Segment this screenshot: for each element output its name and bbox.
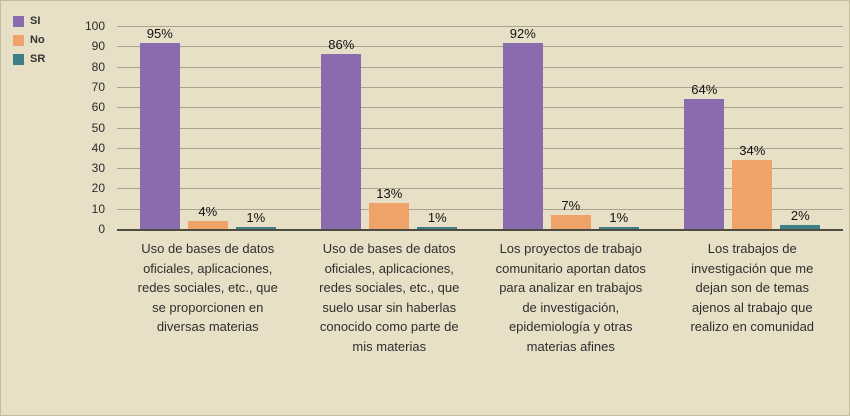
bar-sr bbox=[780, 224, 821, 229]
y-tick-label: 20 bbox=[91, 181, 105, 196]
category-label: Uso de bases de datos oficiales, aplicac… bbox=[137, 241, 278, 334]
y-tick-label: 90 bbox=[91, 39, 105, 54]
value-label: 4% bbox=[198, 203, 218, 219]
y-tick-label: 100 bbox=[84, 19, 105, 33]
bar-no bbox=[369, 202, 410, 229]
legend-label: SR bbox=[30, 53, 46, 65]
gridline bbox=[117, 147, 843, 149]
bar-si bbox=[321, 54, 362, 229]
y-tick-label: 10 bbox=[91, 201, 105, 216]
bar-column: 1% bbox=[417, 26, 458, 229]
bar-column: 1% bbox=[235, 26, 276, 229]
y-tick-label: 80 bbox=[91, 59, 105, 74]
bar-si bbox=[139, 43, 180, 229]
value-label: 7% bbox=[561, 197, 581, 213]
gridline bbox=[117, 188, 843, 190]
gridline bbox=[117, 26, 843, 27]
legend-swatch bbox=[13, 34, 24, 46]
gridline bbox=[117, 208, 843, 210]
legend-item: SR bbox=[13, 53, 45, 65]
x-axis-labels: Uso de bases de datos oficiales, aplicac… bbox=[117, 239, 843, 356]
value-label: 1% bbox=[427, 209, 447, 225]
y-tick-label: 60 bbox=[91, 100, 105, 115]
bar-column: 34% bbox=[732, 26, 773, 229]
bar-no bbox=[550, 214, 591, 229]
category-label: Uso de bases de datos oficiales, aplicac… bbox=[319, 241, 460, 354]
y-axis: 0 10 20 30 40 50 60 70 80 90 100 bbox=[1, 19, 111, 236]
legend-label: No bbox=[30, 34, 45, 46]
y-tick-label: 70 bbox=[91, 79, 105, 94]
legend-swatch bbox=[13, 53, 24, 65]
bar-column: 86% bbox=[321, 26, 362, 229]
gridline bbox=[117, 168, 843, 170]
bar-column: 95% bbox=[139, 26, 180, 229]
legend-item: SI bbox=[13, 15, 45, 27]
value-label: 1% bbox=[609, 209, 629, 225]
bar-group: 64% 34% 2% bbox=[662, 26, 844, 229]
legend-swatch bbox=[13, 15, 24, 27]
gridline bbox=[117, 66, 843, 68]
bar-si bbox=[502, 43, 543, 229]
y-tick-label: 40 bbox=[91, 140, 105, 155]
bar-group: 86% 13% 1% bbox=[299, 26, 481, 229]
gridline bbox=[117, 107, 843, 109]
value-label: 34% bbox=[739, 142, 766, 158]
bar-no bbox=[187, 220, 228, 229]
value-label: 13% bbox=[376, 185, 403, 201]
bar-column: 13% bbox=[369, 26, 410, 229]
y-tick-label: 30 bbox=[91, 161, 105, 176]
bar-column: 7% bbox=[550, 26, 591, 229]
bar-sr bbox=[417, 226, 458, 229]
value-label: 64% bbox=[691, 82, 718, 98]
value-label: 1% bbox=[246, 209, 266, 225]
bar-no bbox=[732, 159, 773, 229]
chart-legend: SI No SR bbox=[13, 15, 45, 65]
value-label: 86% bbox=[328, 37, 355, 53]
bar-sr bbox=[235, 226, 276, 229]
gridline bbox=[117, 127, 843, 129]
category-label: Los proyectos de trabajo comunitario apo… bbox=[495, 241, 646, 354]
value-label: 95% bbox=[146, 26, 173, 41]
y-tick-label: 50 bbox=[91, 120, 105, 135]
value-label: 92% bbox=[509, 26, 536, 41]
bar-column: 64% bbox=[684, 26, 725, 229]
y-tick-label: 0 bbox=[98, 222, 105, 236]
value-label: 2% bbox=[790, 207, 810, 223]
bar-sr bbox=[598, 226, 639, 229]
gridline bbox=[117, 86, 843, 88]
legend-item: No bbox=[13, 34, 45, 46]
legend-label: SI bbox=[30, 15, 41, 27]
bar-column: 1% bbox=[598, 26, 639, 229]
gridline bbox=[117, 46, 843, 48]
plot-area: 95% 4% 1% 86% 13% 1% 92% 7% 1% 64% 34% 2% bbox=[117, 26, 843, 231]
bar-group: 95% 4% 1% bbox=[117, 26, 299, 229]
bar-column: 92% bbox=[502, 26, 543, 229]
bar-column: 2% bbox=[780, 26, 821, 229]
bar-group: 92% 7% 1% bbox=[480, 26, 662, 229]
bar-groups: 95% 4% 1% 86% 13% 1% 92% 7% 1% 64% 34% 2% bbox=[117, 26, 843, 229]
category-label: Los trabajos de investigación que me dej… bbox=[690, 241, 815, 334]
bar-si bbox=[684, 99, 725, 229]
bar-column: 4% bbox=[187, 26, 228, 229]
